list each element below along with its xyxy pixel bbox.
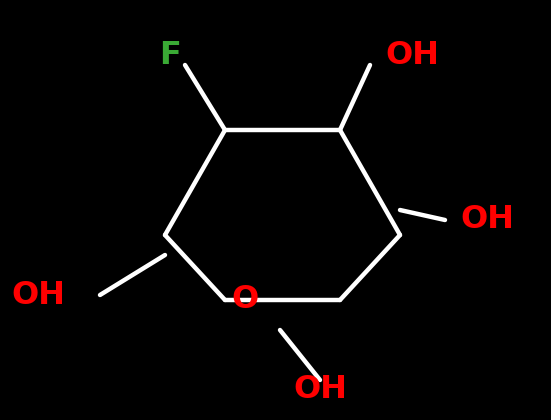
Text: O: O	[231, 284, 258, 315]
Text: F: F	[159, 39, 181, 71]
Text: OH: OH	[11, 279, 65, 310]
Text: OH: OH	[460, 205, 514, 236]
Text: OH: OH	[293, 375, 347, 405]
Text: OH: OH	[385, 39, 439, 71]
